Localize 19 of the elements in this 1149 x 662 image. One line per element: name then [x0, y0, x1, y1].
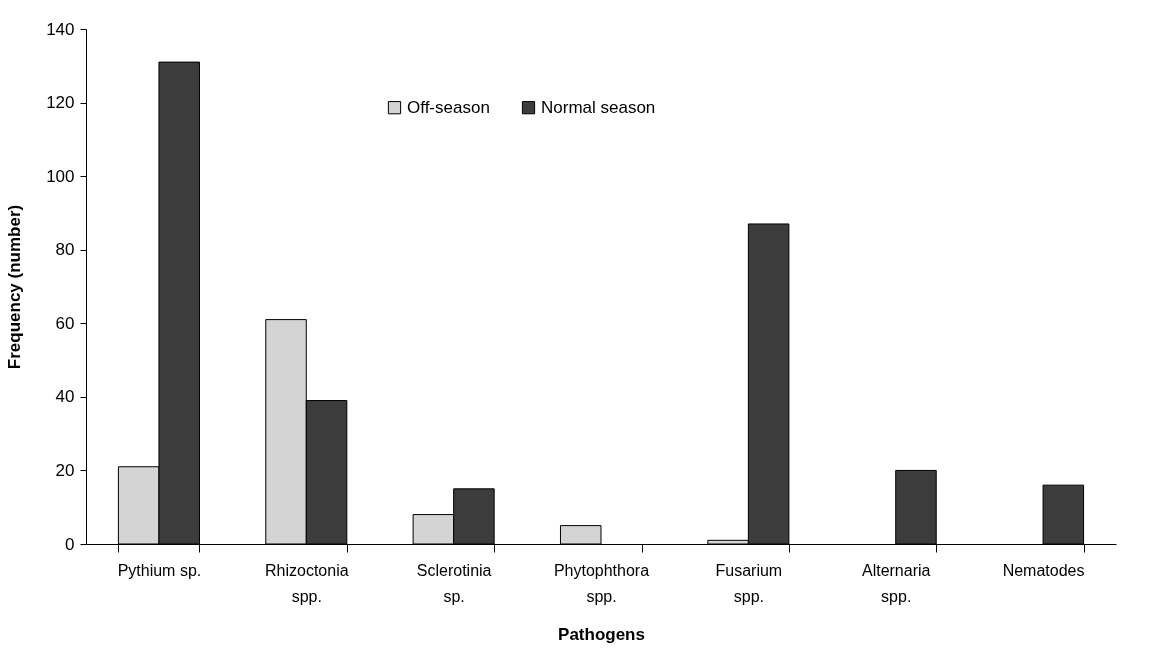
x-tick-label: Alternaria spp.: [861, 561, 931, 605]
x-tick-label: Sclerotinia sp.: [416, 561, 492, 605]
x-tick-label: Pythium sp.: [117, 561, 202, 579]
y-tick-label: 120: [46, 93, 75, 113]
y-tick-label: 0: [65, 534, 75, 554]
y-axis-title: Frequency (number): [5, 204, 25, 370]
x-tick-label: Phytophthora spp.: [553, 561, 650, 605]
legend-label: Normal season: [541, 97, 656, 117]
y-tick-label: 140: [46, 19, 75, 39]
y-tick-label: 100: [46, 166, 75, 186]
x-tick-label: Nematodes: [1002, 561, 1085, 579]
y-tick-label: 60: [55, 313, 75, 333]
y-tick-label: 80: [55, 240, 75, 260]
y-tick-label: 40: [55, 387, 75, 407]
legend-label: Off-season: [407, 97, 490, 117]
x-tick-label: Fusarium spp.: [715, 561, 783, 605]
y-tick-label: 20: [55, 460, 75, 480]
x-tick-label: Rhizoctonia spp.: [264, 561, 349, 605]
x-axis-title: Pathogens: [558, 624, 645, 644]
